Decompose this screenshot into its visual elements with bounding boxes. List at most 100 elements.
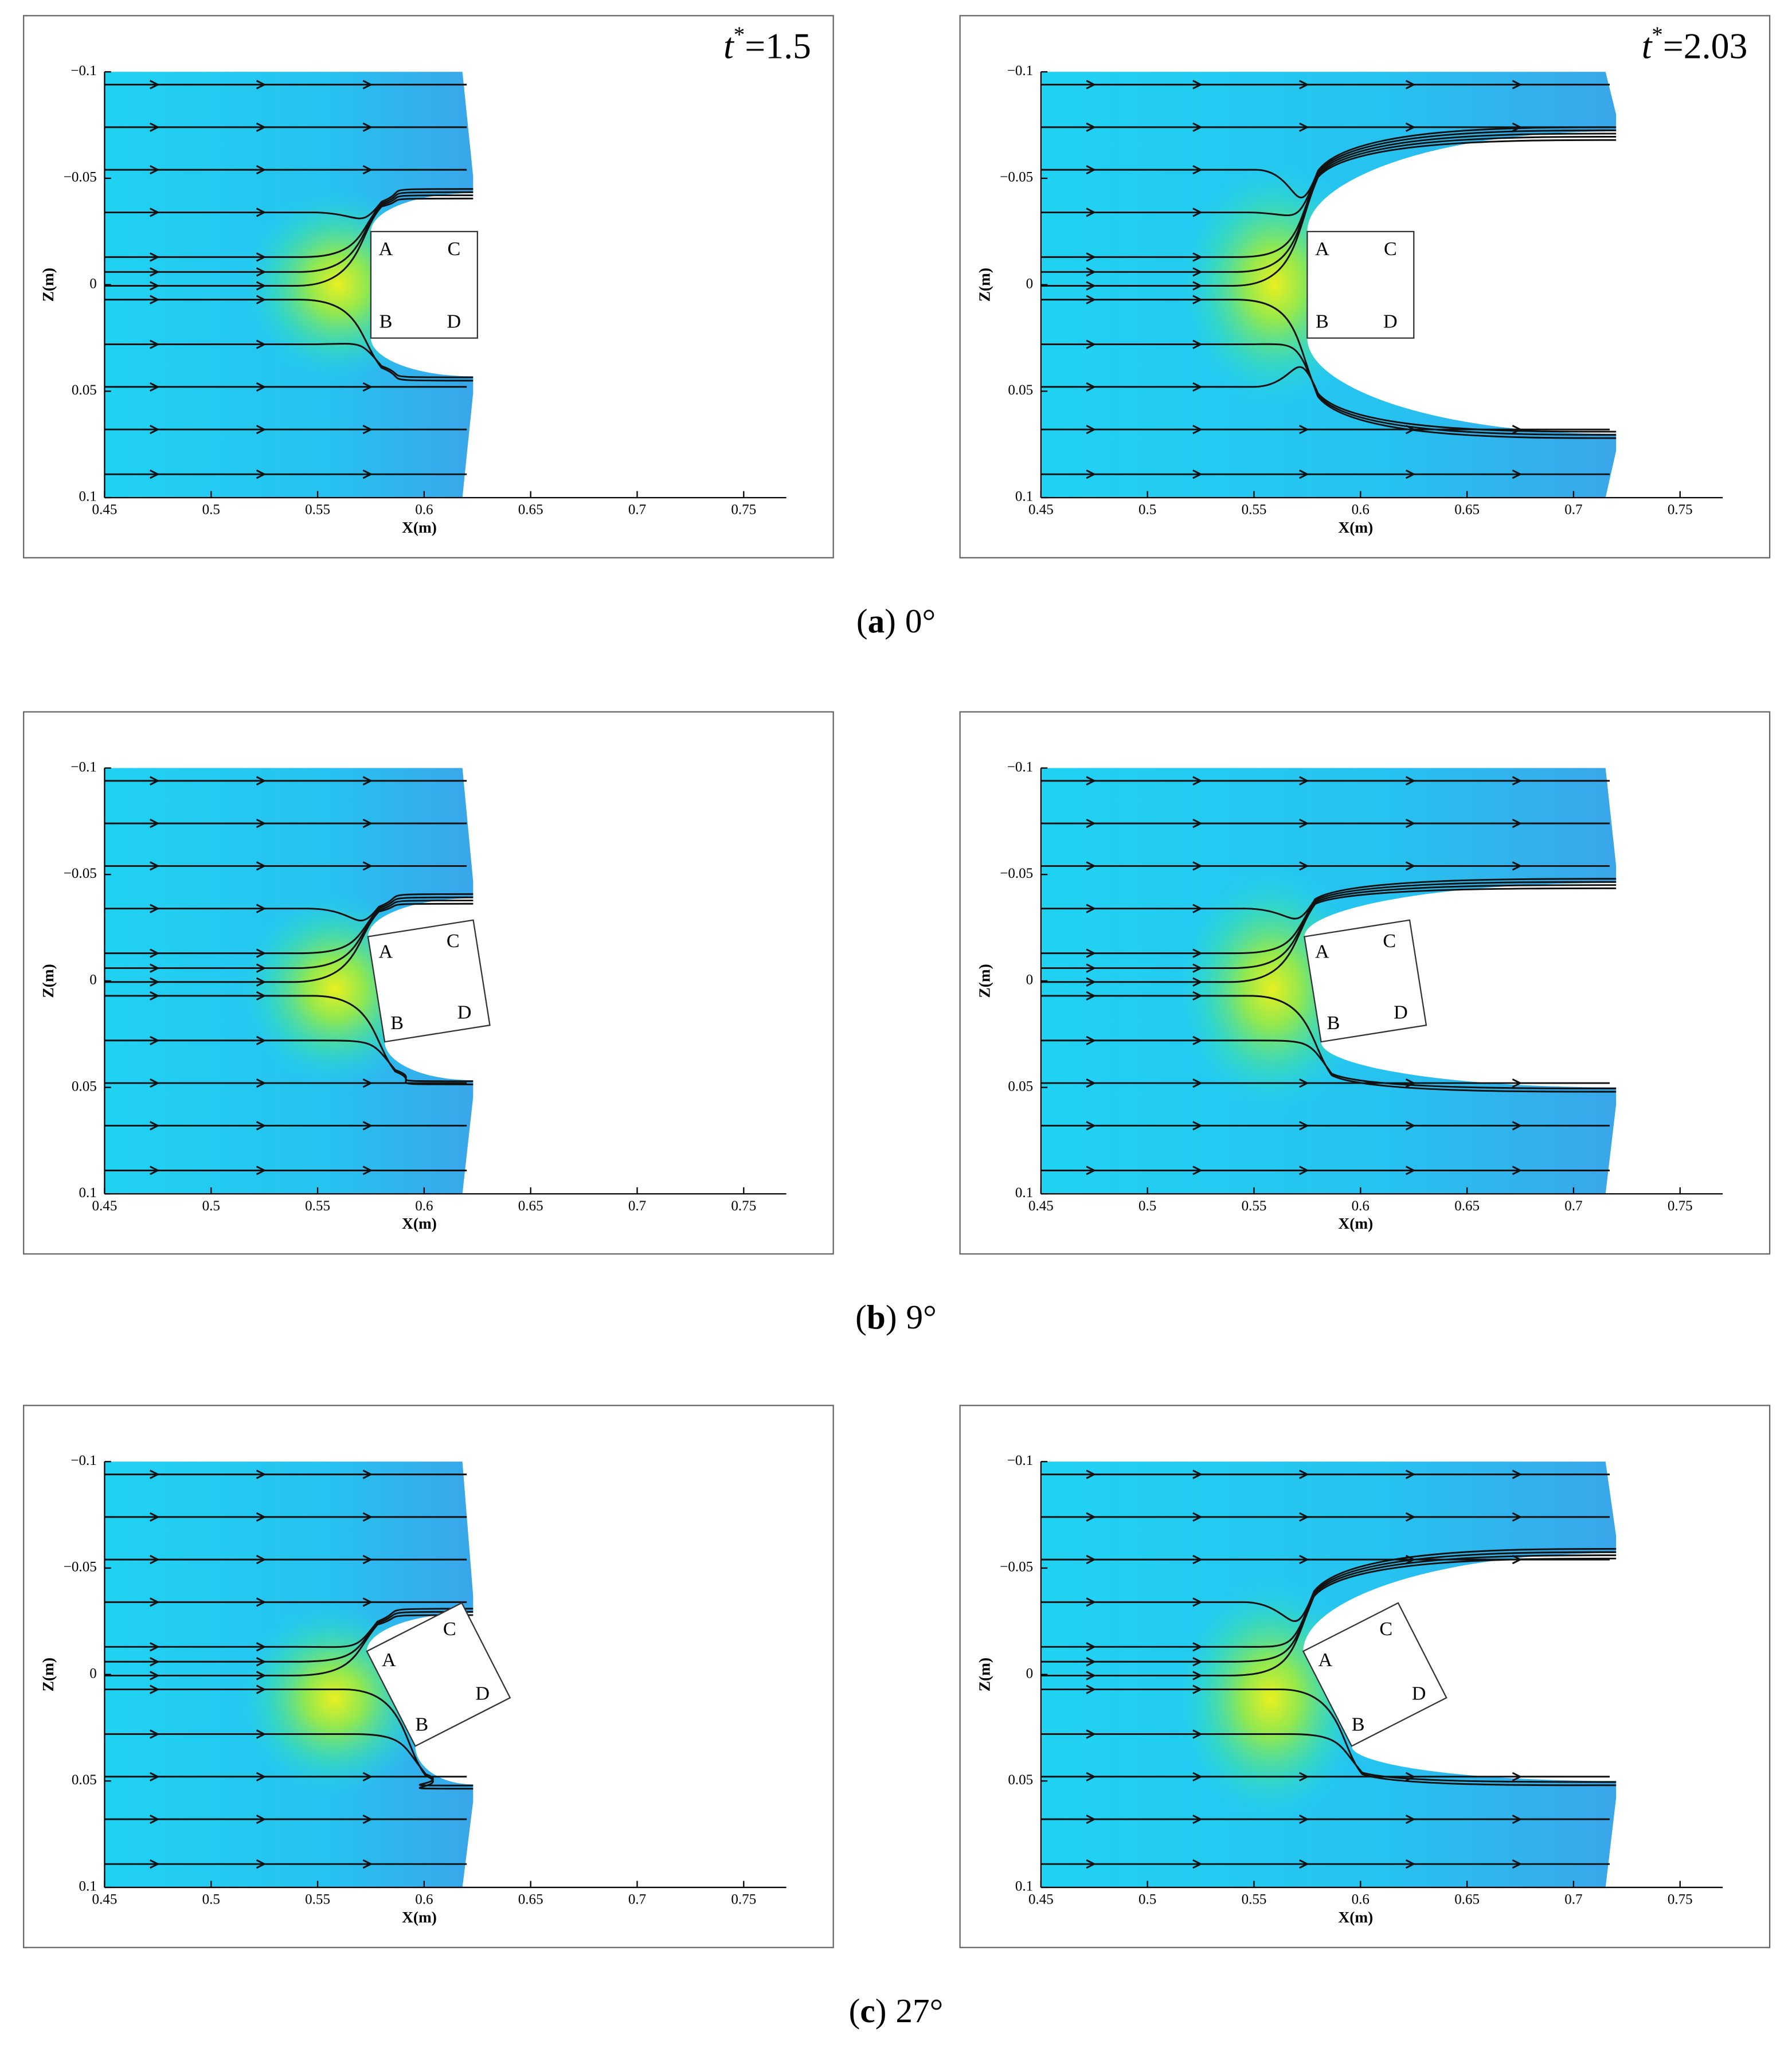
streamline xyxy=(1040,887,1617,983)
time-var: t xyxy=(1642,25,1653,66)
streamline-arrow xyxy=(256,252,267,262)
streamline-arrow xyxy=(1086,1772,1097,1782)
streamline-arrow xyxy=(150,424,160,435)
x-tick-label: 0.55 xyxy=(305,1198,330,1214)
streamline-arrow xyxy=(150,469,160,479)
streamline-arrow xyxy=(362,424,373,435)
streamline-arrow xyxy=(1086,948,1097,958)
streamline-arrow xyxy=(1086,776,1097,786)
corner-label: C xyxy=(447,931,460,952)
y-tick-label: −0.1 xyxy=(71,63,96,79)
streamline xyxy=(104,1611,474,1663)
x-tick-label: 0.65 xyxy=(518,1198,543,1214)
streamline-arrow xyxy=(1299,1512,1309,1522)
streamline xyxy=(1040,129,1617,217)
streamline-arrow xyxy=(1086,267,1097,277)
body-box xyxy=(1306,230,1415,339)
streamline-arrow xyxy=(1192,1814,1203,1824)
streamline-arrow xyxy=(256,1729,267,1739)
streamline-arrow xyxy=(1192,339,1203,349)
x-tick-label: 0.5 xyxy=(1138,1198,1156,1214)
y-tick-label: −0.05 xyxy=(64,866,97,881)
streamline xyxy=(104,1608,474,1648)
x-tick-label: 0.5 xyxy=(202,1891,220,1907)
streamline-arrow xyxy=(362,469,373,479)
streamline-arrow xyxy=(1192,948,1203,958)
row-caption: (a) 0° xyxy=(856,602,936,640)
time-value: =1.5 xyxy=(745,25,811,66)
streamline xyxy=(1040,878,1617,920)
streamline-arrow xyxy=(1086,1554,1097,1565)
body-box xyxy=(370,230,478,339)
streamline xyxy=(1040,1733,1617,1783)
streamline-arrow xyxy=(256,208,267,217)
y-tick-label: 0 xyxy=(89,276,97,291)
streamline-arrow xyxy=(1405,818,1416,828)
corner-label: D xyxy=(447,311,461,332)
streamline-arrow xyxy=(1192,1597,1203,1607)
streamline-arrow xyxy=(362,1859,373,1869)
streamline-arrow xyxy=(1405,861,1416,871)
streamline-arrow xyxy=(1086,1684,1097,1694)
streamline-arrow xyxy=(1512,818,1523,828)
x-axis-label: X(m) xyxy=(402,519,437,536)
streamline-arrow xyxy=(1086,252,1097,262)
x-tick-label: 0.55 xyxy=(1242,1891,1267,1907)
streamline-arrow xyxy=(150,1035,160,1046)
x-tick-label: 0.75 xyxy=(731,1891,756,1907)
streamline-arrow xyxy=(1086,1814,1097,1824)
time-sup: * xyxy=(1652,22,1662,47)
corner-label: A xyxy=(379,239,393,260)
streamline-arrow xyxy=(256,382,267,392)
streamline-arrow xyxy=(1192,1121,1203,1131)
streamline-arrow xyxy=(1086,208,1097,217)
y-tick-label: 0 xyxy=(89,1666,97,1681)
streamline-arrow xyxy=(1086,818,1097,828)
streamline-arrow xyxy=(150,1684,160,1694)
streamline-arrow xyxy=(150,1657,160,1667)
streamline-arrow xyxy=(362,1554,373,1565)
corner-label: B xyxy=(379,311,393,332)
streamline-arrow xyxy=(150,1121,160,1131)
x-tick-label: 0.6 xyxy=(415,1891,433,1907)
streamline-arrow xyxy=(150,165,160,175)
streamline-arrow xyxy=(150,1597,160,1607)
corner-label: C xyxy=(1379,1619,1392,1640)
time-var: t xyxy=(723,25,734,66)
streamline-arrow xyxy=(1405,1512,1416,1522)
streamline-arrow xyxy=(1299,818,1309,828)
x-tick-label: 0.5 xyxy=(1138,502,1156,518)
streamline-arrow xyxy=(150,963,160,973)
streamline-arrow xyxy=(150,1554,160,1565)
streamline-arrow xyxy=(256,469,267,479)
streamline-arrow xyxy=(150,991,160,1001)
streamline-arrow xyxy=(1086,904,1097,913)
streamline-arrow xyxy=(1299,469,1309,479)
streamline-arrow xyxy=(362,165,373,175)
streamline-arrow xyxy=(1405,424,1416,435)
y-tick-label: −0.1 xyxy=(71,1453,96,1468)
corner-label: B xyxy=(1352,1714,1365,1735)
streamline-arrow xyxy=(1086,122,1097,132)
streamline-arrow xyxy=(362,80,373,89)
streamline xyxy=(104,896,474,955)
streamline-arrow xyxy=(1299,1772,1309,1782)
streamline-arrow xyxy=(256,776,267,786)
y-tick-label: −0.05 xyxy=(64,170,97,185)
y-axis-label: Z(m) xyxy=(40,268,57,302)
streamline-arrow xyxy=(1192,1078,1203,1088)
corner-label: B xyxy=(390,1013,404,1034)
x-tick-label: 0.75 xyxy=(731,1198,756,1214)
streamline-arrow xyxy=(1086,424,1097,435)
x-tick-label: 0.45 xyxy=(92,1891,118,1907)
streamline-arrow xyxy=(150,208,160,217)
streamline-arrow xyxy=(1192,1684,1203,1694)
streamline xyxy=(104,299,474,382)
y-tick-label: 0.05 xyxy=(72,1772,97,1788)
streamline-arrow xyxy=(1086,1121,1097,1131)
corner-label: D xyxy=(1383,311,1398,332)
caption-letter: a xyxy=(868,602,885,640)
y-tick-label: 0 xyxy=(1026,1666,1034,1681)
streamline-arrow xyxy=(256,80,267,89)
